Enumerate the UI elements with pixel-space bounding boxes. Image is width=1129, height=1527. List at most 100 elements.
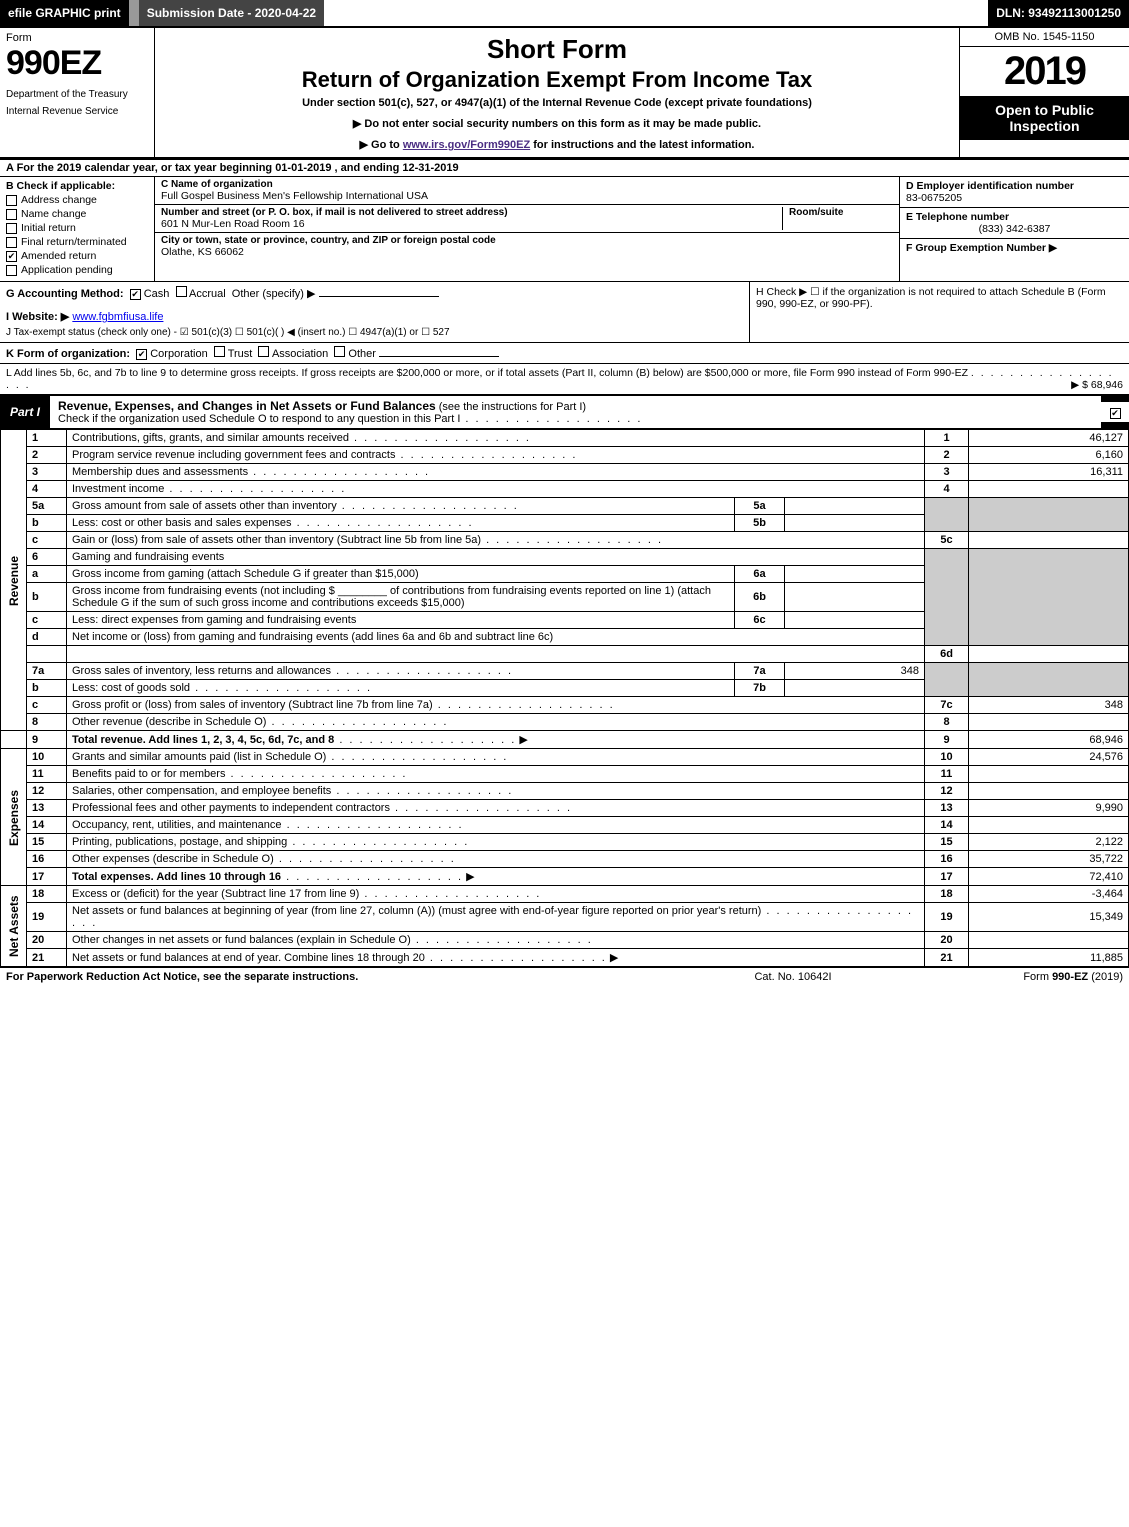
l5c-amt xyxy=(969,532,1129,549)
website-link[interactable]: www.fgbmfiusa.life xyxy=(72,311,163,323)
side-net-assets: Net Assets xyxy=(1,886,27,967)
spacer-gray xyxy=(129,0,139,26)
l6a-sn: 6a xyxy=(735,566,785,583)
l7a-num: 7a xyxy=(27,663,67,680)
g-other-input[interactable] xyxy=(319,296,439,297)
l11-ln: 11 xyxy=(925,766,969,783)
form-header: Form 990EZ Department of the Treasury In… xyxy=(0,28,1129,160)
part-i-checkbox[interactable] xyxy=(1101,402,1129,422)
l4-num: 4 xyxy=(27,481,67,498)
dept-treasury: Department of the Treasury xyxy=(6,89,148,100)
l5b-num: b xyxy=(27,515,67,532)
l21-num: 21 xyxy=(27,949,67,967)
part-i-check-note: Check if the organization used Schedule … xyxy=(58,413,460,425)
l6b-sn: 6b xyxy=(735,583,785,612)
chk-trust[interactable] xyxy=(214,346,225,357)
chk-cash[interactable] xyxy=(130,289,141,300)
k-other-input[interactable] xyxy=(379,356,499,357)
l6a-desc: Gross income from gaming (attach Schedul… xyxy=(67,566,735,583)
l15-ln: 15 xyxy=(925,834,969,851)
f-group-label: F Group Exemption Number ▶ xyxy=(906,242,1123,254)
chk-name-change[interactable]: Name change xyxy=(6,208,148,220)
l-text: L Add lines 5b, 6c, and 7b to line 9 to … xyxy=(6,367,968,379)
l16-num: 16 xyxy=(27,851,67,868)
l7ab-shade-amt xyxy=(969,663,1129,697)
l2-num: 2 xyxy=(27,447,67,464)
g-accounting: G Accounting Method: Cash Accrual Other … xyxy=(0,282,749,342)
l9-desc: Total revenue. Add lines 1, 2, 3, 4, 5c,… xyxy=(67,731,925,749)
l16-amt: 35,722 xyxy=(969,851,1129,868)
l5a-sv xyxy=(785,498,925,515)
l9-num: 9 xyxy=(27,731,67,749)
l10-desc: Grants and similar amounts paid (list in… xyxy=(67,749,925,766)
side-rev-end xyxy=(1,731,27,749)
omb-number: OMB No. 1545-1150 xyxy=(960,28,1129,47)
dept-irs: Internal Revenue Service xyxy=(6,106,148,117)
header-center: Short Form Return of Organization Exempt… xyxy=(155,28,959,157)
chk-final-return[interactable]: Final return/terminated xyxy=(6,236,148,248)
chk-accrual[interactable] xyxy=(176,286,187,297)
note-ssn: ▶ Do not enter social security numbers o… xyxy=(165,117,949,130)
l6-shade xyxy=(925,549,969,646)
chk-initial-return-label: Initial return xyxy=(21,222,76,234)
l8-num: 8 xyxy=(27,714,67,731)
org-city: Olathe, KS 66062 xyxy=(161,246,893,258)
open-to-public: Open to Public Inspection xyxy=(960,96,1129,140)
chk-initial-return[interactable]: Initial return xyxy=(6,222,148,234)
l8-desc: Other revenue (describe in Schedule O) xyxy=(67,714,925,731)
chk-name-change-label: Name change xyxy=(21,208,86,220)
chk-assoc[interactable] xyxy=(258,346,269,357)
part-i-title-bold: Revenue, Expenses, and Changes in Net As… xyxy=(58,399,436,413)
c-name-label: C Name of organization xyxy=(161,179,893,190)
l13-amt: 9,990 xyxy=(969,800,1129,817)
efile-print[interactable]: efile GRAPHIC print xyxy=(0,0,129,26)
l14-amt xyxy=(969,817,1129,834)
l19-amt: 15,349 xyxy=(969,903,1129,932)
l6d-ln: 6d xyxy=(925,646,969,663)
d-ein-label: D Employer identification number xyxy=(906,180,1123,192)
footer-form: Form 990-EZ (2019) xyxy=(923,971,1123,983)
l5b-sn: 5b xyxy=(735,515,785,532)
l9-amt: 68,946 xyxy=(969,731,1129,749)
row-l: L Add lines 5b, 6c, and 7b to line 9 to … xyxy=(0,364,1129,395)
dln: DLN: 93492113001250 xyxy=(988,0,1129,26)
l7c-num: c xyxy=(27,697,67,714)
l21-amt: 11,885 xyxy=(969,949,1129,967)
header-right: OMB No. 1545-1150 2019 Open to Public In… xyxy=(959,28,1129,157)
l12-desc: Salaries, other compensation, and employ… xyxy=(67,783,925,800)
l6b-desc: Gross income from fundraising events (no… xyxy=(67,583,735,612)
l3-desc: Membership dues and assessments xyxy=(67,464,925,481)
l11-desc: Benefits paid to or for members xyxy=(67,766,925,783)
l2-amt: 6,160 xyxy=(969,447,1129,464)
l6a-sv xyxy=(785,566,925,583)
l7b-sn: 7b xyxy=(735,680,785,697)
l6b-sv xyxy=(785,583,925,612)
l3-amt: 16,311 xyxy=(969,464,1129,481)
chk-corp[interactable] xyxy=(136,349,147,360)
c-addr-label: Number and street (or P. O. box, if mail… xyxy=(161,207,776,218)
l-amount: ▶ $ 68,946 xyxy=(1071,379,1123,391)
l18-ln: 18 xyxy=(925,886,969,903)
l5b-sv xyxy=(785,515,925,532)
l4-ln: 4 xyxy=(925,481,969,498)
l14-desc: Occupancy, rent, utilities, and maintena… xyxy=(67,817,925,834)
l5c-num: c xyxy=(27,532,67,549)
l13-desc: Professional fees and other payments to … xyxy=(67,800,925,817)
part-i-title: Revenue, Expenses, and Changes in Net As… xyxy=(50,396,1101,428)
row-k: K Form of organization: Corporation Trus… xyxy=(0,343,1129,364)
chk-final-return-label: Final return/terminated xyxy=(21,236,127,248)
chk-other[interactable] xyxy=(334,346,345,357)
part-i-header: Part I Revenue, Expenses, and Changes in… xyxy=(0,395,1129,429)
chk-amended-return[interactable]: Amended return xyxy=(6,250,148,262)
org-name: Full Gospel Business Men's Fellowship In… xyxy=(161,190,893,202)
l15-num: 15 xyxy=(27,834,67,851)
chk-application-pending[interactable]: Application pending xyxy=(6,264,148,276)
irs-link[interactable]: www.irs.gov/Form990EZ xyxy=(403,139,530,151)
l7c-desc: Gross profit or (loss) from sales of inv… xyxy=(67,697,925,714)
j-tax-exempt: J Tax-exempt status (check only one) - ☑… xyxy=(6,327,743,338)
chk-application-pending-label: Application pending xyxy=(21,264,113,276)
l5ab-shade xyxy=(925,498,969,532)
k-label: K Form of organization: xyxy=(6,348,130,360)
l18-num: 18 xyxy=(27,886,67,903)
chk-address-change[interactable]: Address change xyxy=(6,194,148,206)
